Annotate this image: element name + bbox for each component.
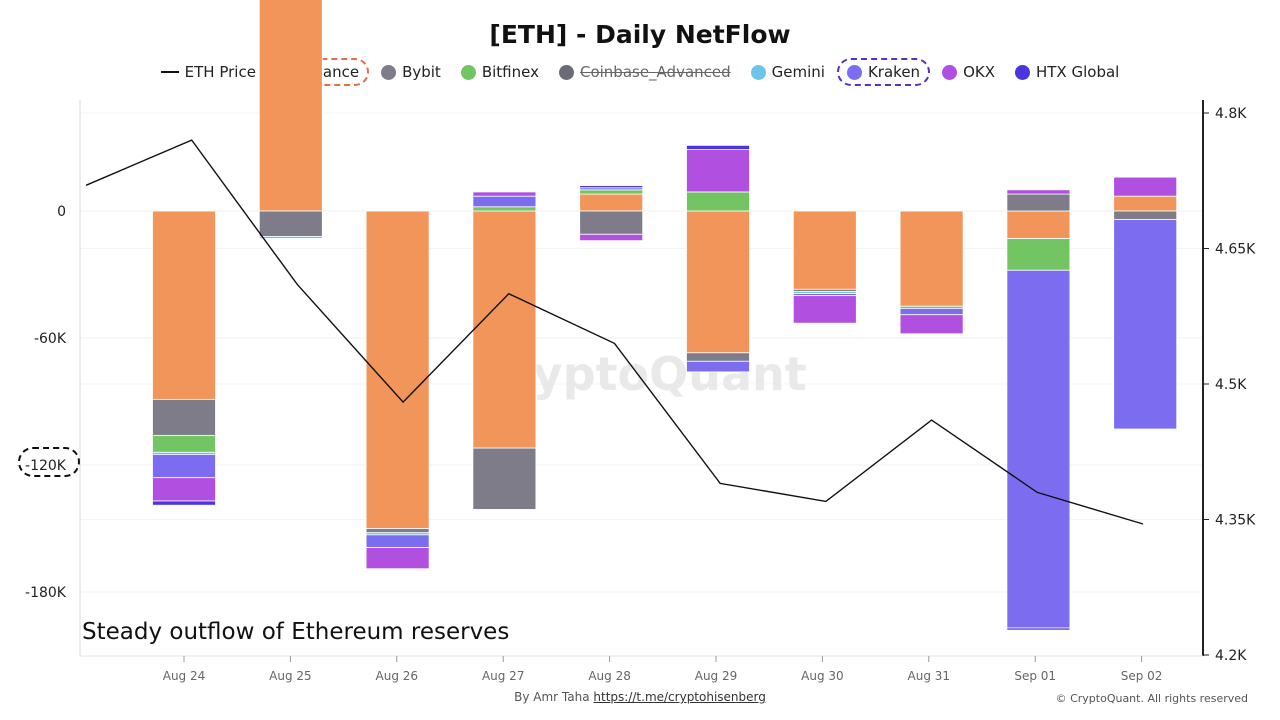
x-tick-label: Aug 26 [376,669,419,683]
bar-segment-kraken [472,195,537,208]
legend-label: Bybit [402,63,441,81]
legend-swatch-icon [942,64,958,80]
footer-credit: By Amr Taha https://t.me/cryptohisenberg [0,690,1280,704]
x-tick-label: Aug 27 [482,669,525,683]
bar-segment-kraken [152,454,216,479]
bar-segment-bitfinex [152,434,216,453]
bar-segment-okx [1113,176,1178,197]
bar-segment-okx [686,149,750,193]
legend-label: OKX [963,63,995,81]
bar-segment-bitfinex [686,191,750,212]
bar-segment-okx [1006,189,1071,195]
legend-swatch-icon [460,64,476,80]
legend-item-htx-global[interactable]: HTX Global [1007,60,1127,84]
bar-segment-bybit [365,528,430,534]
legend-label: Gemini [771,63,825,81]
credit-author: By Amr Taha [514,690,590,704]
x-tick-label: Aug 30 [801,669,844,683]
bar-segment-binance [899,210,964,307]
bar-segment-binance [686,210,750,354]
bar-segment-bybit [258,210,323,237]
bar-segment-okx [365,547,430,570]
y-right-tick-label: 4.5K [1215,377,1247,393]
copyright-notice: © CryptoQuant. All rights reserved [1055,692,1248,705]
x-tick-label: Aug 28 [588,669,631,683]
bar-segment-htx-global [1006,627,1071,631]
bar-segment-htx-global [686,144,750,151]
bar-segment-binance [258,0,323,212]
y-left-tick-label: -120K [25,458,67,474]
x-tick-label: Sep 01 [1014,669,1056,683]
legend-item-okx[interactable]: OKX [934,60,1003,84]
y-left-tick-label: 0 [57,204,66,220]
bar-segment-gemini [258,235,323,239]
bar-segment-kraken [365,534,430,548]
legend-item-bybit[interactable]: Bybit [373,60,449,84]
y-left-tick-label: -180K [25,585,67,601]
bar-segment-okx [152,477,216,502]
y-right-tick-label: 4.65K [1215,242,1256,258]
bar-segment-bybit [686,352,750,362]
y-left-tick-label: -60K [34,331,67,347]
legend-swatch-icon [846,64,862,80]
legend-label: Coinbase_Advanced [579,63,731,81]
x-tick-label: Aug 31 [908,669,951,683]
bar-segment-okx [579,233,644,242]
y-right-tick-label: 4.8K [1215,106,1247,122]
legend-swatch-icon [558,64,574,80]
bar-segment-bybit [1113,210,1178,220]
legend-item-bitfinex[interactable]: Bitfinex [453,60,547,84]
legend-label: HTX Global [1035,63,1120,81]
legend-item-gemini[interactable]: Gemini [743,60,833,84]
legend-label: Bitfinex [481,63,539,81]
bar-segment-binance [1113,195,1178,212]
bar-segment-binance [365,210,430,529]
legend-swatch-icon [750,64,766,80]
bar-segment-htx-global [579,185,644,189]
legend-line-icon [160,71,179,73]
x-tick-label: Aug 25 [269,669,312,683]
legend-label: ETH Price [184,63,256,81]
bar-segment-binance [1006,210,1071,239]
bar-segment-kraken [1006,269,1071,629]
legend-swatch-icon [381,64,397,80]
bar-segment-bitfinex [1006,238,1071,271]
legend-swatch-icon [1014,64,1030,80]
bar-segment-kraken [1113,219,1178,430]
bar-segment-bitfinex [579,189,644,195]
x-tick-label: Sep 02 [1121,669,1163,683]
y-tick-highlight [18,447,80,477]
y-right-tick-label: 4.35K [1215,513,1256,529]
bar-segment-binance [472,210,537,449]
legend-item-kraken[interactable]: Kraken [836,58,931,86]
bar-segment-htx-global [152,500,216,506]
x-tick-label: Aug 29 [695,669,738,683]
chart-title: [ETH] - Daily NetFlow [489,20,791,49]
bar-segment-bybit [1006,193,1071,212]
credit-link[interactable]: https://t.me/cryptohisenberg [593,690,766,704]
chart-annotation: Steady outflow of Ethereum reserves [82,619,510,645]
bar-segment-okx [899,314,964,335]
bar-segment-bybit [579,210,644,235]
legend-item-coinbase-advanced[interactable]: Coinbase_Advanced [551,60,739,84]
bar-segment-bybit [472,447,537,510]
bar-segment-bybit [152,398,216,436]
bar-segment-kraken [686,360,750,373]
bar-segment-binance [792,210,857,290]
bar-segment-okx [472,191,537,197]
bar-segment-binance [152,210,216,400]
legend-item-eth-price[interactable]: ETH Price [153,60,264,84]
y-right-tick-label: 4.2K [1215,648,1247,664]
bar-segment-kraken [899,307,964,316]
bar-segment-bitfinex [472,206,537,212]
bar-segment-binance [579,193,644,212]
x-tick-label: Aug 24 [163,669,206,683]
bar-segment-okx [792,295,857,324]
legend-label: Kraken [867,63,921,81]
